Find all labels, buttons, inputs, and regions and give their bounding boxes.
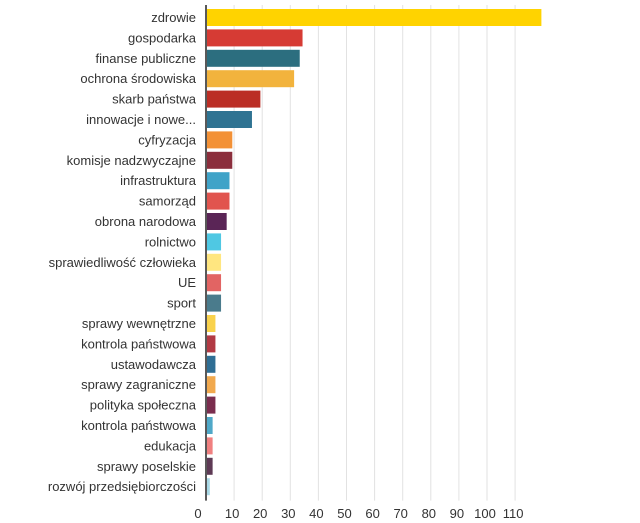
bar-5 [207,111,252,128]
bar-23 [207,478,210,496]
bar-10 [207,213,227,230]
bar-11 [207,233,222,251]
bar-13 [207,274,222,292]
bar-2 [207,49,300,67]
category-label: sprawy wewnętrzne [82,316,196,331]
category-label: zdrowie [151,10,196,25]
category-label: sprawy zagraniczne [81,377,196,392]
category-label: ustawodawcza [111,357,197,372]
bar-22 [207,457,213,475]
bar-8 [207,172,230,190]
category-label: cyfryzacja [138,132,197,147]
category-label: sport [167,296,196,311]
category-label: finanse publiczne [96,51,196,66]
bar-14 [207,294,222,312]
bar-9 [207,192,230,210]
x-tick-label: 100 [474,506,496,521]
bar-7 [207,151,233,169]
bar-15 [207,315,216,332]
bar-19 [207,396,216,414]
bar-1 [207,29,303,47]
category-label: rozwój przedsiębiorczości [48,479,196,494]
category-label: polityka społeczna [90,398,197,413]
x-tick-label: 40 [309,506,323,521]
category-label: sprawy poselskie [97,459,196,474]
x-tick-label: 70 [393,506,407,521]
bar-6 [207,131,233,149]
category-label: kontrola państwowa [81,418,197,433]
bar-17 [207,355,216,373]
category-label: samorząd [139,194,196,209]
bar-3 [207,70,295,88]
bar-20 [207,417,213,434]
bar-12 [207,253,222,271]
category-label: innowacje i nowe... [86,112,196,127]
bar-16 [207,335,216,353]
category-label: gospodarka [128,30,197,45]
category-label: ochrona środowiska [80,71,196,86]
category-label: komisje nadzwyczajne [67,153,196,168]
category-label: UE [178,275,196,290]
category-label: obrona narodowa [95,214,197,229]
x-tick-label: 10 [225,506,239,521]
x-tick-label: 0 [194,506,201,521]
bar-4 [207,90,261,108]
category-label: edukacja [144,438,197,453]
category-label: infrastruktura [120,173,197,188]
bar-21 [207,437,213,455]
category-label: rolnictwo [145,234,196,249]
category-label: skarb państwa [112,92,197,107]
x-tick-label: 80 [422,506,436,521]
bar-18 [207,376,216,394]
category-label: sprawiedliwość człowieka [49,255,197,270]
x-tick-label: 20 [253,506,267,521]
category-label: kontrola państwowa [81,336,197,351]
x-tick-label: 110 [503,506,524,521]
bar-0 [207,9,542,26]
x-tick-label: 60 [365,506,379,521]
x-tick-label: 90 [450,506,464,521]
x-tick-label: 30 [281,506,295,521]
x-tick-label: 50 [337,506,351,521]
